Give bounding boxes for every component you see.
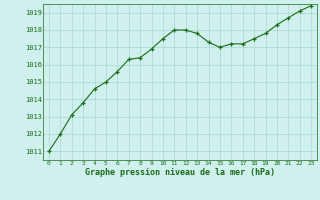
X-axis label: Graphe pression niveau de la mer (hPa): Graphe pression niveau de la mer (hPa) (85, 168, 275, 177)
